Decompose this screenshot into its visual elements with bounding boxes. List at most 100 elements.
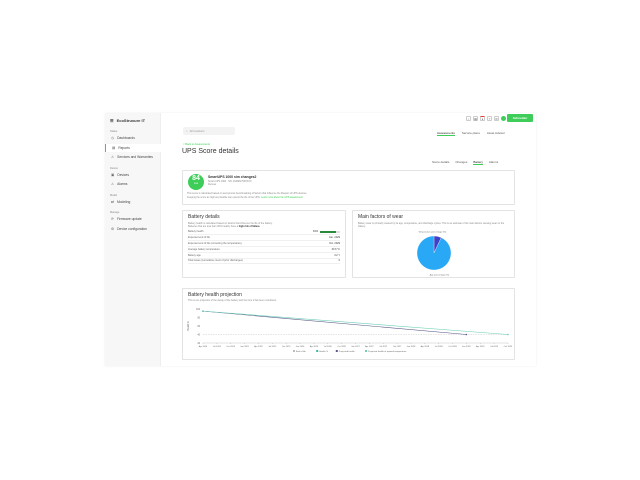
search-icon: ⌕ bbox=[186, 129, 188, 133]
score-card: 84 Low SmartUPS 1000 sim changes2 Smart-… bbox=[182, 170, 515, 205]
wear-title: Main factors of wear bbox=[358, 214, 404, 220]
x-tick-label: Apr 2024 bbox=[199, 345, 208, 348]
menu-icon[interactable]: ☰ bbox=[110, 118, 114, 123]
brand-button[interactable]: Schneider bbox=[507, 114, 533, 122]
user-icon[interactable] bbox=[501, 116, 506, 121]
x-tick-label: Oct 2025 bbox=[282, 345, 291, 348]
y-tick-label: 100 bbox=[196, 309, 201, 311]
services-icon: ⚠ bbox=[111, 155, 115, 159]
series-line-3 bbox=[202, 310, 509, 335]
modeling-icon: ⇄ bbox=[111, 199, 114, 204]
tab-service-plans[interactable]: Service plans bbox=[461, 131, 480, 135]
sidebar-item-reports[interactable]: ▤ Reports bbox=[105, 143, 161, 152]
device-icon: ▣ bbox=[111, 172, 115, 177]
pie-label: Temperature percentage (%) bbox=[418, 230, 446, 233]
page-title: UPS Score details bbox=[182, 148, 239, 155]
battery-detail-row: Battery age 3.2 Y bbox=[188, 253, 340, 259]
data-point[interactable] bbox=[507, 333, 509, 336]
x-tick-label: Jul 2029 bbox=[490, 346, 499, 348]
tab-assessments[interactable]: Assessments bbox=[437, 131, 455, 136]
tab-score-details[interactable]: Score details bbox=[432, 160, 450, 164]
sidebar: ☰ EcoStruxure IT Status ◷ Dashboards ▤ Report… bbox=[105, 113, 161, 366]
top-toolbar: ⌕ ▦ ●? ⚙ bbox=[466, 116, 506, 121]
sidebar-section-label: Status bbox=[110, 130, 118, 133]
sidebar-item-services-and-warranties[interactable]: ⚠ Services and Warranties bbox=[111, 155, 153, 159]
x-tick-label: Apr 2029 bbox=[476, 345, 485, 348]
back-link[interactable]: < Back to Assessments bbox=[183, 143, 210, 146]
x-tick-label: Jan 2029 bbox=[462, 346, 471, 348]
health-projection-card: Battery health projection This is our pr… bbox=[182, 288, 515, 360]
sidebar-item-device-configuration[interactable]: ⚙ Device configuration bbox=[111, 226, 148, 231]
pie-label: Age percentage (%) bbox=[430, 274, 450, 277]
grid-icon[interactable]: ▦ bbox=[473, 116, 478, 121]
legend-item[interactable]: Health % bbox=[319, 350, 328, 353]
search-icon[interactable]: ⌕ bbox=[466, 116, 471, 121]
device-model: Smart-UPS 1000 · SN: AS0981760XXXX bbox=[208, 180, 252, 183]
device-name[interactable]: SmartUPS 1000 sim changes2 bbox=[208, 175, 257, 179]
firmware-icon: ⟳ bbox=[111, 217, 114, 221]
tab-changes[interactable]: Changes bbox=[455, 160, 468, 164]
data-point[interactable] bbox=[465, 333, 468, 336]
sidebar-item-alarms[interactable]: ⚠ Alarms bbox=[111, 182, 128, 186]
x-tick-label: Jan 2028 bbox=[407, 346, 416, 348]
battery-health-bar bbox=[320, 231, 340, 233]
y-tick-label: 60 bbox=[197, 326, 200, 328]
score-description: This score is calculated based on anonym… bbox=[187, 192, 307, 195]
pie-slice[interactable] bbox=[416, 235, 452, 271]
y-tick-label: 40 bbox=[197, 334, 200, 336]
x-tick-label: Jan 2027 bbox=[351, 346, 360, 348]
tab-battery[interactable]: Battery bbox=[473, 160, 483, 165]
main: ⌕ All locations ⌕ ▦ ●? ⚙ Schneider Assessmen… bbox=[161, 113, 536, 366]
score-badge: 84 Low bbox=[188, 174, 204, 190]
app-window: ☰ EcoStruxure IT Status ◷ Dashboards ▤ Report… bbox=[105, 113, 536, 366]
series-line-2 bbox=[202, 310, 467, 335]
dashboard-icon: ◷ bbox=[111, 136, 115, 140]
tab-alarms[interactable]: Alarms bbox=[488, 160, 499, 164]
legend-item[interactable]: End of life bbox=[296, 351, 307, 353]
wear-pie-chart: Temperature percentage (%) Age percentage… bbox=[416, 230, 452, 277]
legend-item[interactable]: Projected health bbox=[339, 350, 356, 353]
learn-more-link[interactable]: Learn more about the UPS assessment bbox=[260, 196, 303, 199]
notification-icon[interactable]: ● bbox=[480, 116, 485, 121]
battery-detail-row: Average battery temperature 30.6 °C bbox=[188, 247, 340, 253]
help-icon[interactable]: ? bbox=[487, 116, 492, 121]
legend-swatch bbox=[316, 350, 319, 352]
y-tick-label: 80 bbox=[197, 317, 200, 319]
chart-title: Battery health projection bbox=[188, 292, 242, 298]
x-tick-label: Jan 2025 bbox=[240, 346, 249, 348]
y-axis-label: Health % bbox=[187, 321, 190, 330]
x-tick-label: Oct 2024 bbox=[227, 345, 236, 348]
legend-swatch bbox=[365, 350, 367, 352]
health-line-chart: Health % 20 40 60 80 100 Apr 2024 Jul 2024 Oct 2… bbox=[187, 309, 513, 353]
location-search[interactable]: ⌕ All locations bbox=[183, 127, 235, 135]
x-tick-label: Apr 2025 bbox=[254, 345, 263, 348]
sidebar-item-devices[interactable]: ▣ Devices bbox=[111, 172, 130, 177]
x-tick-label: Oct 2029 bbox=[504, 345, 513, 348]
x-tick-label: Jul 2025 bbox=[268, 346, 277, 348]
x-tick-label: Jul 2027 bbox=[379, 346, 388, 348]
battery-detail-row: Expected end of life (correcting the tem… bbox=[188, 242, 340, 247]
sub-tabs: Score details Changes Battery Alarms bbox=[432, 160, 498, 165]
x-tick-label: Oct 2027 bbox=[393, 345, 402, 348]
battery-detail-row: Total cases (cumulative count of prior d… bbox=[188, 259, 340, 265]
legend-item[interactable]: Projected health at optimal temperature bbox=[368, 350, 407, 353]
settings-icon[interactable]: ⚙ bbox=[494, 116, 499, 121]
sidebar-item-firmware-update[interactable]: ⟳ Firmware update bbox=[111, 217, 142, 221]
x-tick-label: Apr 2028 bbox=[421, 345, 430, 348]
sidebar-section-label: Manage bbox=[110, 211, 120, 214]
device-location: Rennes bbox=[208, 183, 217, 186]
config-icon: ⚙ bbox=[111, 226, 115, 231]
data-point[interactable] bbox=[202, 310, 204, 312]
battery-detail-row: Battery health 81% bbox=[188, 230, 340, 236]
battery-details-title: Battery details bbox=[188, 214, 220, 220]
battery-detail-row: Expected end of life Jan. 2029 bbox=[188, 236, 340, 242]
x-tick-label: Oct 2028 bbox=[448, 345, 457, 348]
y-tick-label: 20 bbox=[197, 343, 200, 345]
sidebar-section-label: Device bbox=[110, 166, 118, 170]
tab-asset-advisor[interactable]: Asset Advisor bbox=[486, 131, 506, 135]
x-tick-label: Apr 2026 bbox=[310, 345, 319, 348]
legend-swatch bbox=[335, 350, 338, 352]
top-tabs: Assessments Service plans Asset Advisor bbox=[437, 131, 505, 136]
sidebar-item-modeling[interactable]: ⇄ Modeling bbox=[111, 199, 131, 204]
sidebar-item-dashboards[interactable]: ◷ Dashboards bbox=[111, 136, 135, 140]
